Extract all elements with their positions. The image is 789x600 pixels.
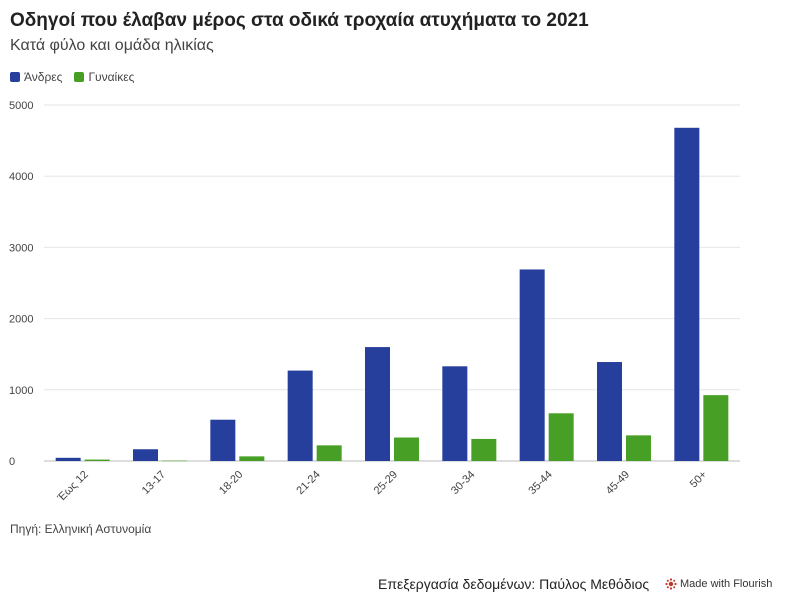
bar-women xyxy=(471,438,497,461)
bar-men xyxy=(674,127,700,461)
bar-chart: 0 1000 2000 3000 4000 5000 Έως 12 13-17 18-20 21-… xyxy=(9,100,740,505)
x-tick-label: Έως 12 xyxy=(55,469,91,505)
chart-title: Οδηγοί που έλαβαν μέρος στα οδικά τροχαί… xyxy=(10,10,589,31)
bar-women xyxy=(626,435,651,461)
flourish-logo-icon xyxy=(665,578,677,590)
bar-men xyxy=(287,370,313,461)
bar-women xyxy=(316,445,342,461)
x-tick-label: 50+ xyxy=(688,469,710,491)
legend-item-men[interactable]: Άνδρες xyxy=(10,70,62,84)
y-tick-label: 1000 xyxy=(9,385,33,397)
flourish-badge[interactable]: Made with Flourish xyxy=(665,578,772,590)
x-tick-label: 13-17 xyxy=(140,469,168,497)
bar-women xyxy=(394,437,419,461)
y-tick-label: 2000 xyxy=(9,314,33,326)
x-tick-label: 25-29 xyxy=(372,469,400,497)
legend-label-men: Άνδρες xyxy=(24,70,63,84)
x-tick-label: 18-20 xyxy=(217,469,245,497)
bar-men xyxy=(519,269,545,461)
y-tick-label: 0 xyxy=(9,456,15,468)
x-tick-label: 35-44 xyxy=(526,469,554,497)
legend: Άνδρες Γυναίκες xyxy=(10,70,134,84)
legend-item-women[interactable]: Γυναίκες xyxy=(74,70,134,84)
bar-men xyxy=(365,347,390,461)
x-tick-label: 21-24 xyxy=(294,469,322,497)
x-tick-label: 30-34 xyxy=(449,469,477,497)
bar-men xyxy=(133,449,158,461)
y-tick-label: 3000 xyxy=(9,242,33,254)
bar-women xyxy=(162,460,187,462)
bar-women xyxy=(84,459,110,461)
bar-women xyxy=(239,456,265,461)
bar-men xyxy=(442,366,468,461)
bar-women xyxy=(548,413,574,461)
flourish-label: Made with Flourish xyxy=(680,578,773,590)
bar-men xyxy=(55,457,81,461)
bar-men xyxy=(210,419,236,461)
legend-label-women: Γυναίκες xyxy=(88,70,135,84)
y-tick-label: 4000 xyxy=(9,171,33,183)
legend-swatch-men xyxy=(10,72,20,82)
source-note: Πηγή: Ελληνική Αστυνομία xyxy=(10,522,152,536)
y-tick-label: 5000 xyxy=(9,100,33,112)
bar-men xyxy=(597,362,622,461)
x-tick-label: 45-49 xyxy=(604,469,632,497)
legend-swatch-women xyxy=(74,72,85,82)
bar-women xyxy=(703,395,729,461)
chart-subtitle: Κατά φύλο και ομάδα ηλικίας xyxy=(10,37,214,54)
credit-note: Επεξεργασία δεδομένων: Παύλος Μεθόδιος xyxy=(378,576,650,592)
